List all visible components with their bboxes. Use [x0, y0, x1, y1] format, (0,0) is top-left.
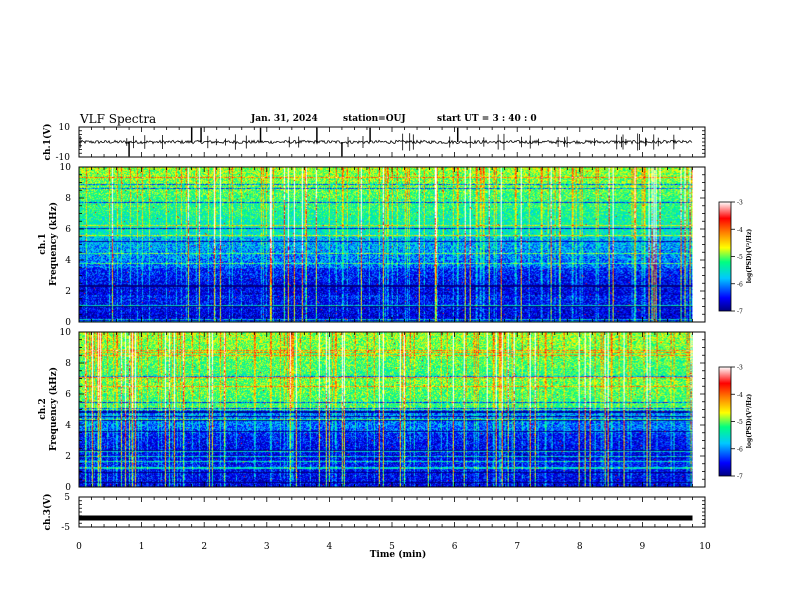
x-tick-label: 0: [76, 542, 82, 552]
ch3-waveform-trace: [79, 515, 693, 521]
colorbar-tick-label: -5: [737, 254, 743, 261]
ch1-spectrogram-ticks: [78, 166, 706, 323]
x-tick-label: 6: [452, 542, 458, 552]
x-tick-label: 2: [201, 542, 207, 552]
ch1-waveform-trace: [78, 139, 693, 145]
date-label: Jan. 31, 2024: [251, 114, 318, 124]
ch2-colorbar-label: log(PSD)(V²/Hz): [746, 394, 753, 449]
ch2-spectrogram-yticklabels: 0 2 4 6 8 10: [60, 328, 72, 493]
colorbar-tick-label: -5: [737, 419, 743, 426]
y-tick-label: 0: [65, 318, 71, 328]
x-axis-tick-labels: 0 1 2 3 4 5 6 7 8 9 10: [76, 542, 711, 552]
ch2-spectrogram-image: [79, 332, 693, 487]
ch3-waveform-ticks: [78, 496, 706, 528]
x-tick-label: 9: [640, 542, 646, 552]
station-label: station=OUJ: [343, 114, 406, 124]
ch3-waveform-panel: 5 -5 ch.3(V): [42, 493, 706, 533]
y-tick-label: 8: [65, 359, 71, 369]
colorbar-tick-label: -4: [737, 392, 743, 399]
x-axis-label: Time (min): [370, 549, 427, 560]
x-tick-label: 7: [514, 542, 520, 552]
ch3-ytick-top: 5: [64, 493, 70, 503]
ch1-colorbar-gradient: [718, 201, 732, 312]
colorbar-tick-label: -7: [737, 309, 743, 316]
colorbar-tick-label: -4: [737, 227, 743, 234]
y-tick-label: 2: [65, 287, 71, 297]
y-tick-label: 10: [60, 163, 72, 173]
ch2-colorbar-ticks: -3 -4 -5 -6 -7: [731, 365, 743, 481]
ch1-spectrogram-ylabel-channel: ch.1: [38, 233, 48, 254]
x-tick-label: 5: [389, 542, 395, 552]
ch1-spectrogram-image: [79, 167, 693, 322]
chart-title: VLF Spectra: [80, 112, 157, 126]
start-time-label: start UT = 3 : 40 : 0: [437, 114, 537, 124]
colorbar-tick-label: -3: [737, 365, 743, 372]
ch1-spectrogram-ylabel-freq: Frequency (kHz): [48, 202, 59, 286]
colorbar-tick-label: -6: [737, 446, 743, 453]
ch1-ytick-top: 10: [59, 123, 71, 133]
ch2-colorbar: -3 -4 -5 -6 -7 log(PSD)(V²/Hz): [718, 365, 753, 481]
y-tick-label: 2: [65, 452, 71, 462]
ch1-spectrogram-panel: 0 2 4 6 8 10 ch.1 Frequency (kHz): [38, 163, 706, 328]
y-tick-label: 6: [65, 225, 71, 235]
ch1-waveform-panel: 10 -10 ch.1(V): [42, 123, 706, 163]
ch1-waveform-ylabel: ch.1(V): [42, 124, 53, 161]
ch2-colorbar-gradient: [718, 366, 732, 477]
ch1-waveform-spikes: [79, 127, 675, 157]
x-tick-label: 10: [699, 542, 711, 552]
colorbar-tick-label: -7: [737, 474, 743, 481]
ch1-spectrogram-yticklabels: 0 2 4 6 8 10: [60, 163, 72, 328]
ch2-spectrogram-ylabel-channel: ch.2: [38, 398, 48, 419]
y-tick-label: 10: [60, 328, 72, 338]
ch1-waveform-ticks: [78, 126, 706, 158]
y-tick-label: 6: [65, 390, 71, 400]
x-tick-label: 8: [577, 542, 583, 552]
y-tick-label: 4: [65, 256, 71, 266]
ch2-spectrogram-ticks: [78, 331, 706, 488]
x-tick-label: 1: [139, 542, 145, 552]
colorbar-tick-label: -3: [737, 200, 743, 207]
ch1-colorbar: -3 -4 -5 -6 -7 log(PSD)(V²/Hz): [718, 200, 753, 316]
y-tick-label: 4: [65, 421, 71, 431]
x-tick-label: 3: [264, 542, 270, 552]
y-tick-label: 0: [65, 483, 71, 493]
ch3-waveform-ylabel: ch.3(V): [42, 494, 53, 531]
ch1-colorbar-label: log(PSD)(V²/Hz): [746, 229, 753, 284]
ch1-colorbar-ticks: -3 -4 -5 -6 -7: [731, 200, 743, 316]
y-tick-label: 8: [65, 194, 71, 204]
x-tick-label: 4: [327, 542, 333, 552]
colorbar-tick-label: -6: [737, 281, 743, 288]
ch2-spectrogram-ylabel-freq: Frequency (kHz): [48, 367, 59, 451]
ch3-ytick-bottom: -5: [61, 523, 70, 533]
ch2-spectrogram-panel: 0 2 4 6 8 10 ch.2 Frequency (kHz): [38, 328, 706, 493]
ch1-ytick-bottom: -10: [56, 153, 71, 163]
